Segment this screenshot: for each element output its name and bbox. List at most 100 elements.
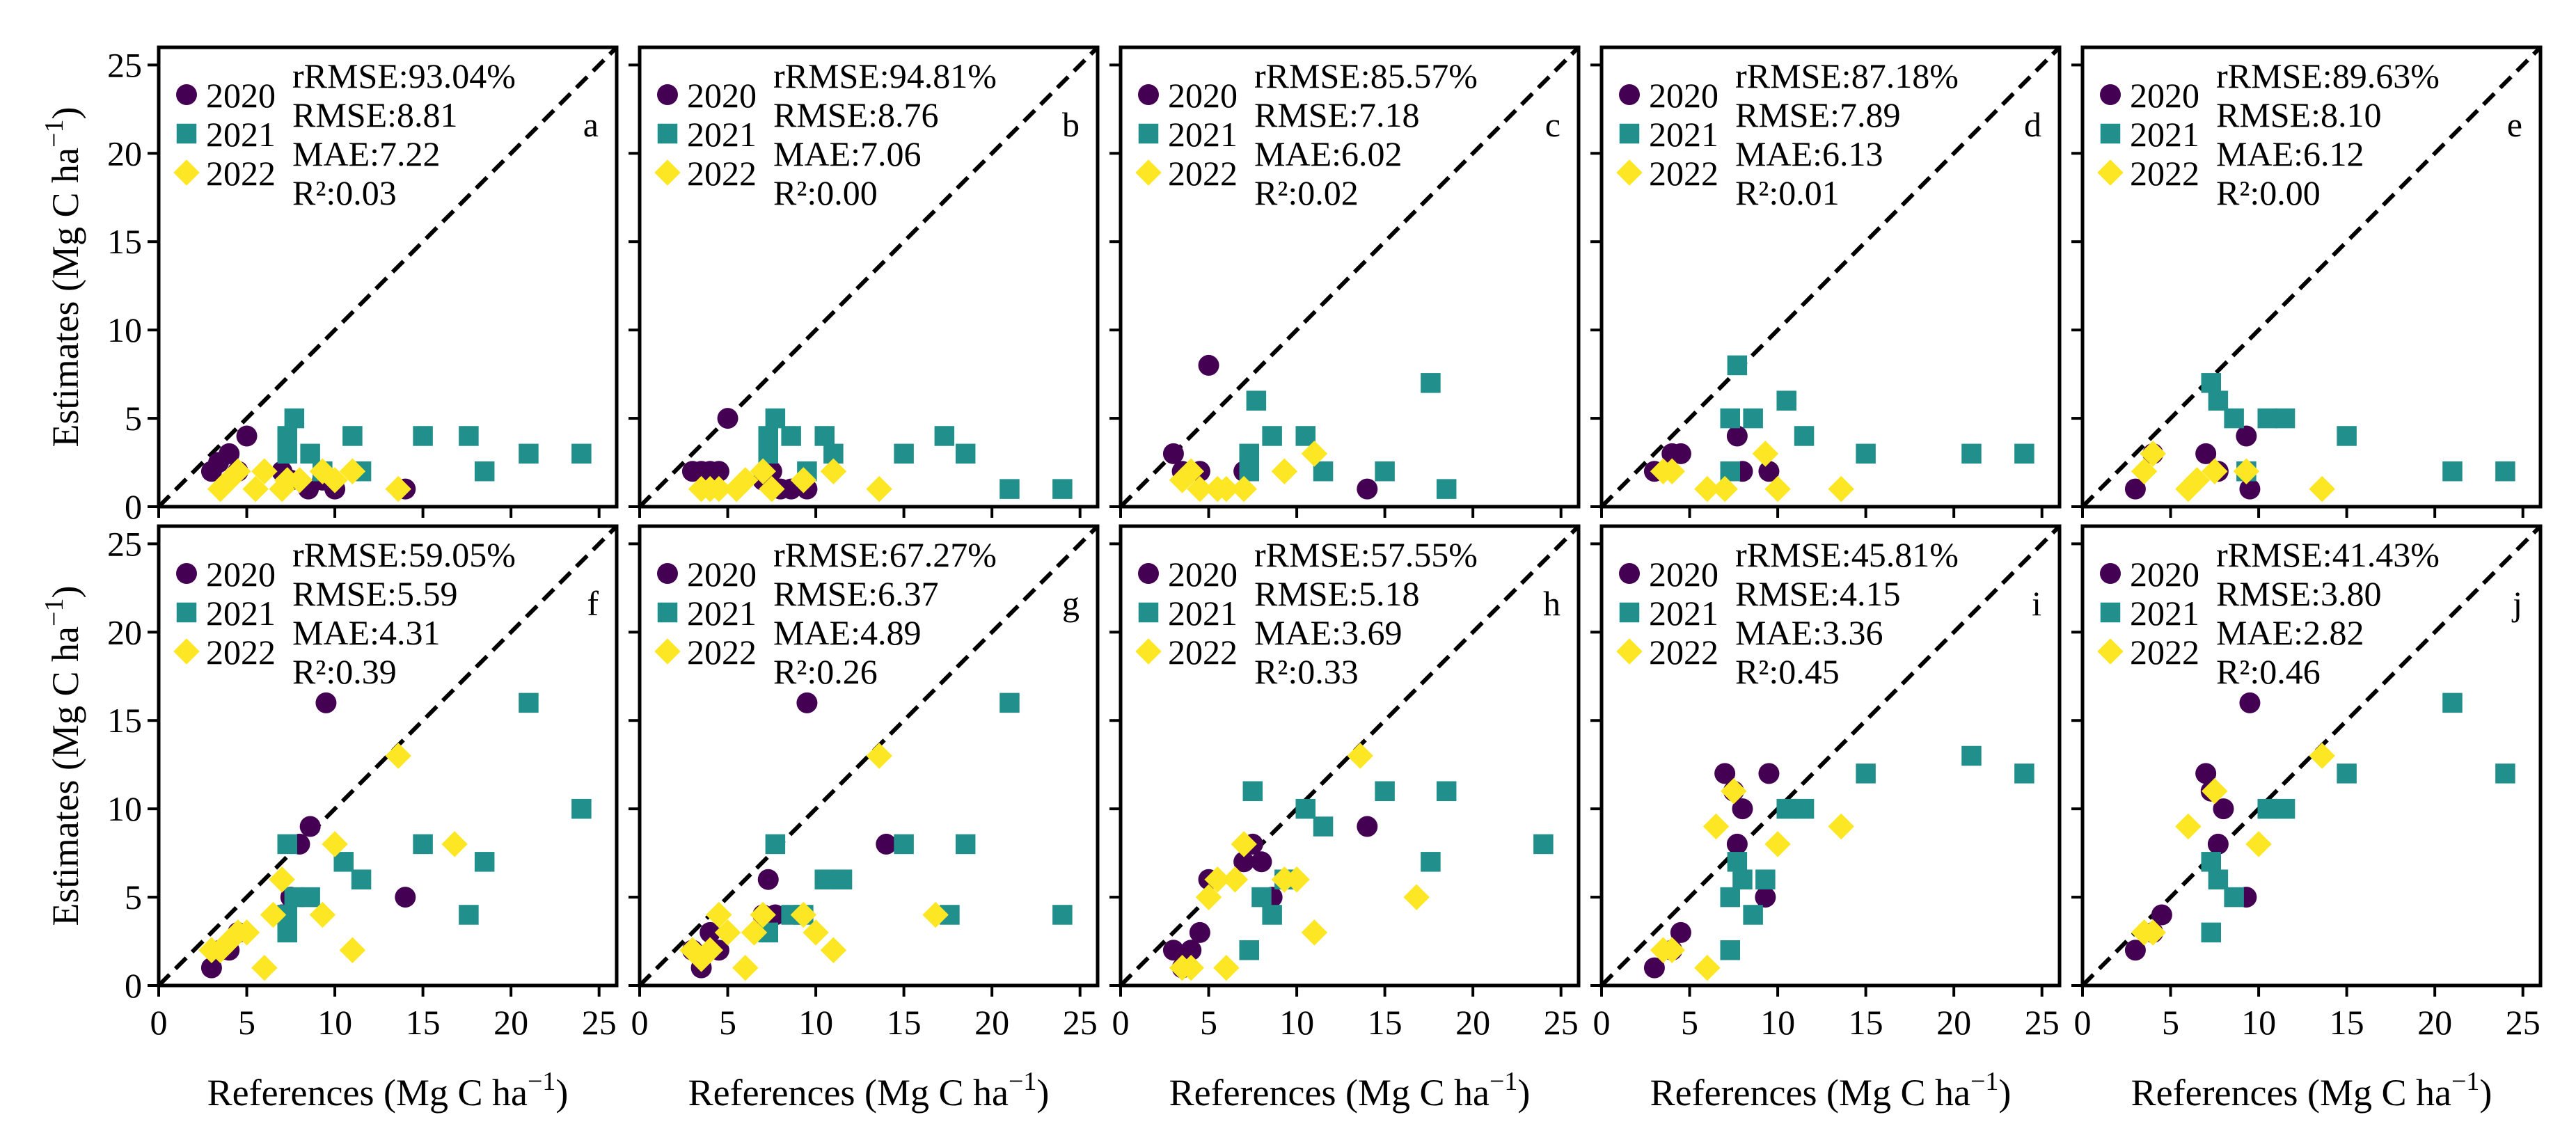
- panel-a: 0510152025202020212022rRMSE:93.04%RMSE:8…: [107, 45, 619, 526]
- point-2022: [1222, 866, 1249, 893]
- point-2022: [1195, 884, 1222, 910]
- y-tick-label: 10: [107, 310, 142, 349]
- point-2020: [395, 887, 416, 908]
- point-2021: [2224, 408, 2244, 429]
- point-2021: [1295, 798, 1315, 819]
- x-tick-label: 5: [1681, 1003, 1698, 1042]
- point-2021: [999, 479, 1020, 499]
- point-2021: [413, 834, 433, 855]
- stat-line: RMSE:7.89: [1735, 95, 1901, 134]
- point-2021: [2442, 461, 2463, 482]
- point-2021: [519, 692, 539, 713]
- point-2021: [1295, 426, 1315, 446]
- point-2022: [1178, 458, 1204, 484]
- point-2020: [1180, 940, 1202, 961]
- plot-frame: [157, 45, 619, 509]
- point-2021: [413, 426, 433, 446]
- point-2022: [2140, 919, 2166, 946]
- point-2022: [1213, 475, 1240, 502]
- point-2020: [717, 408, 738, 429]
- point-2022: [820, 937, 847, 963]
- point-2021: [2208, 390, 2229, 411]
- point-2020: [1758, 461, 1780, 482]
- panel-letter: j: [2511, 584, 2522, 623]
- stat-line: RMSE:7.18: [1254, 95, 1420, 134]
- legend-label-2022: 2022: [206, 633, 276, 672]
- legend-label-2022: 2022: [2130, 633, 2199, 672]
- legend-marker-2022: [173, 638, 200, 665]
- legend-marker-2022: [1616, 638, 1643, 665]
- point-2020: [700, 921, 721, 943]
- point-2022: [2202, 778, 2228, 805]
- axis-titles-group: Estimates (Mg C ha−1) References (Mg C ha…: [40, 107, 2492, 1114]
- point-2021: [2495, 461, 2515, 482]
- plot-frame: [157, 524, 619, 988]
- point-2021: [1794, 798, 1815, 819]
- point-2021: [1720, 887, 1740, 908]
- point-2022: [790, 901, 817, 928]
- x-axis-title: References (Mg C ha−1): [1650, 1067, 2012, 1114]
- panels-group: 0510152025202020212022rRMSE:93.04%RMSE:8…: [107, 45, 2543, 1042]
- legend-label-2020: 2020: [1168, 555, 1238, 594]
- point-2021: [758, 426, 778, 446]
- x-tick-label: 20: [1455, 1003, 1490, 1042]
- stat-line: R²:0.33: [1254, 652, 1359, 691]
- point-2022: [339, 458, 366, 484]
- point-2021: [1313, 816, 1334, 837]
- legend-marker-2020: [657, 84, 678, 105]
- x-tick-label: 25: [1063, 1003, 1098, 1042]
- x-tick-label: 15: [1849, 1003, 1883, 1042]
- stat-line: rRMSE:87.18%: [1735, 56, 1959, 95]
- panel-i: 0 5 10 15 20 25202020212022rRMSE:45.81%RMSE:4…: [1590, 524, 2062, 1042]
- point-2021: [1239, 940, 1259, 960]
- point-2021: [2208, 869, 2229, 889]
- stat-line: RMSE:8.10: [2216, 95, 2382, 134]
- y-tick-label: 20: [107, 612, 142, 651]
- legend-marker-2020: [2100, 563, 2121, 584]
- point-2021: [2337, 763, 2357, 784]
- plot-frame: [2080, 45, 2543, 509]
- point-2020: [1162, 940, 1184, 961]
- point-2021: [1743, 408, 1763, 429]
- point-2022: [2202, 458, 2228, 484]
- plot-frame: [638, 524, 1100, 988]
- stat-line: RMSE:5.18: [1254, 574, 1420, 613]
- point-2022: [1712, 475, 1738, 502]
- point-2022: [1694, 475, 1721, 502]
- point-2022: [1659, 937, 1685, 963]
- point-2022: [706, 901, 732, 928]
- point-2021: [2014, 763, 2034, 784]
- point-2022: [1764, 831, 1791, 857]
- point-2021: [277, 443, 297, 464]
- point-2021: [1052, 479, 1073, 499]
- point-2020: [2124, 940, 2146, 961]
- legend-label-2022: 2022: [1168, 633, 1238, 672]
- point-2022: [1283, 866, 1310, 893]
- legend-marker-2021: [657, 602, 678, 623]
- point-2020: [2213, 798, 2234, 820]
- stat-line: MAE:7.06: [773, 134, 922, 173]
- legend-label-2021: 2021: [687, 115, 757, 154]
- stat-line: RMSE:8.76: [773, 95, 939, 134]
- point-2021: [1251, 887, 1272, 908]
- legend-marker-2020: [1619, 84, 1640, 105]
- point-2021: [2014, 443, 2034, 464]
- point-2021: [955, 834, 976, 855]
- point-2022: [790, 467, 817, 493]
- point-2020: [1357, 478, 1378, 500]
- point-2021: [1776, 390, 1796, 411]
- plot-frame: [1119, 524, 1581, 988]
- point-2022: [1178, 954, 1204, 981]
- stat-line: RMSE:5.59: [292, 574, 458, 613]
- point-2022: [732, 467, 759, 493]
- point-2022: [1702, 813, 1730, 840]
- point-2022: [922, 901, 949, 928]
- point-2022: [697, 937, 723, 963]
- point-2021: [571, 443, 592, 464]
